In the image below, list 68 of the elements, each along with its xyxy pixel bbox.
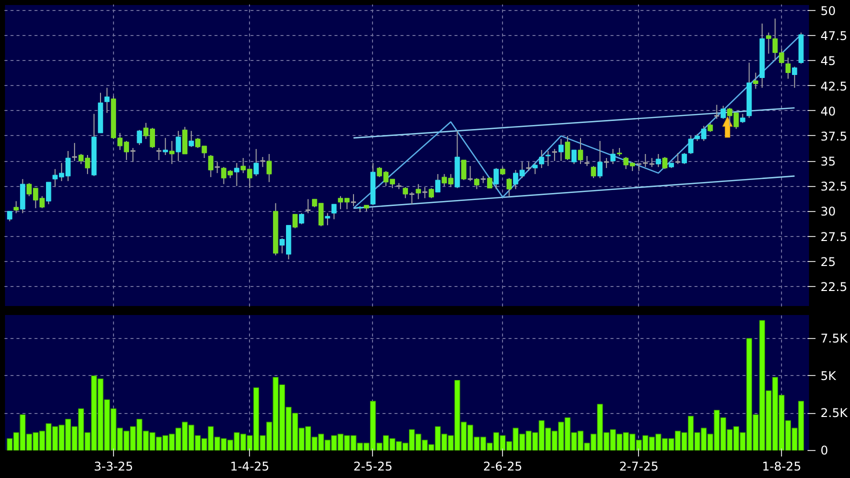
candlestick [506, 178, 512, 197]
candlestick [792, 66, 798, 88]
y-tick-label: 25 [820, 254, 836, 269]
candlestick [740, 113, 746, 124]
candlestick [662, 156, 668, 170]
candlestick [136, 129, 142, 146]
candlestick [299, 212, 304, 225]
candlestick [214, 162, 220, 174]
candlestick [350, 194, 357, 207]
candlestick [304, 198, 312, 214]
candlestick [156, 147, 162, 161]
candlestick [435, 174, 440, 193]
y-tick-label: 47.5 [820, 29, 848, 44]
candlestick [564, 135, 570, 161]
candlestick [467, 166, 474, 182]
candlestick [571, 149, 577, 165]
candlestick [46, 182, 52, 205]
candlestick [590, 166, 596, 179]
y-tick-label: 22.5 [820, 280, 848, 294]
candlestick [674, 152, 682, 165]
candlestick [130, 147, 136, 163]
candlestick [254, 148, 259, 177]
candlestick [786, 57, 791, 80]
y-tick-label: 37.5 [820, 129, 848, 144]
candlestick [584, 156, 590, 167]
y-tick-label: 5K [820, 368, 838, 383]
candlestick [546, 150, 551, 167]
x-tick-label: 2-5-25 [353, 460, 393, 474]
candlestick [259, 156, 266, 168]
y-tick-label: 0 [820, 444, 828, 458]
candlestick [422, 186, 428, 199]
x-tick-label: 3-3-25 [94, 460, 134, 474]
y-tick-label: 7.5K [820, 331, 849, 346]
candlestick [610, 148, 616, 165]
candlestick [169, 140, 174, 165]
y-tick-label: 50 [820, 4, 836, 18]
candlestick [176, 130, 181, 162]
candlestick [539, 149, 544, 169]
candlestick [525, 162, 532, 172]
candlestick [408, 192, 416, 205]
candlestick [494, 168, 499, 190]
candlestick [578, 137, 584, 165]
candlestick [7, 210, 12, 222]
x-tick-label: 2-7-25 [619, 460, 659, 474]
candlestick [71, 142, 78, 162]
y-tick-label: 45 [820, 54, 836, 68]
y-tick-label: 27.5 [820, 230, 848, 244]
y-tick-label: 32.5 [820, 180, 848, 194]
y-tick-label: 2.5K [820, 406, 849, 420]
candlestick [708, 122, 713, 132]
candlestick [188, 130, 194, 148]
x-tick-label: 1-8-25 [762, 460, 802, 474]
candlestick [753, 72, 758, 90]
candlestick [603, 158, 610, 169]
candlestick [104, 87, 110, 114]
candlestick [331, 204, 337, 220]
y-tick-label: 35 [820, 154, 836, 169]
candlestick [234, 162, 240, 187]
x-tick-label: 2-6-25 [483, 460, 522, 474]
candlestick [292, 214, 298, 229]
candlestick [324, 212, 330, 226]
y-tick-label: 40 [820, 104, 836, 118]
y-tick-label: 42.5 [820, 79, 848, 94]
candlestick [714, 104, 720, 120]
x-tick-label: 1-4-25 [230, 460, 270, 474]
candlestick [551, 148, 558, 162]
candlestick [14, 200, 19, 214]
y-tick-label: 30 [820, 204, 836, 219]
